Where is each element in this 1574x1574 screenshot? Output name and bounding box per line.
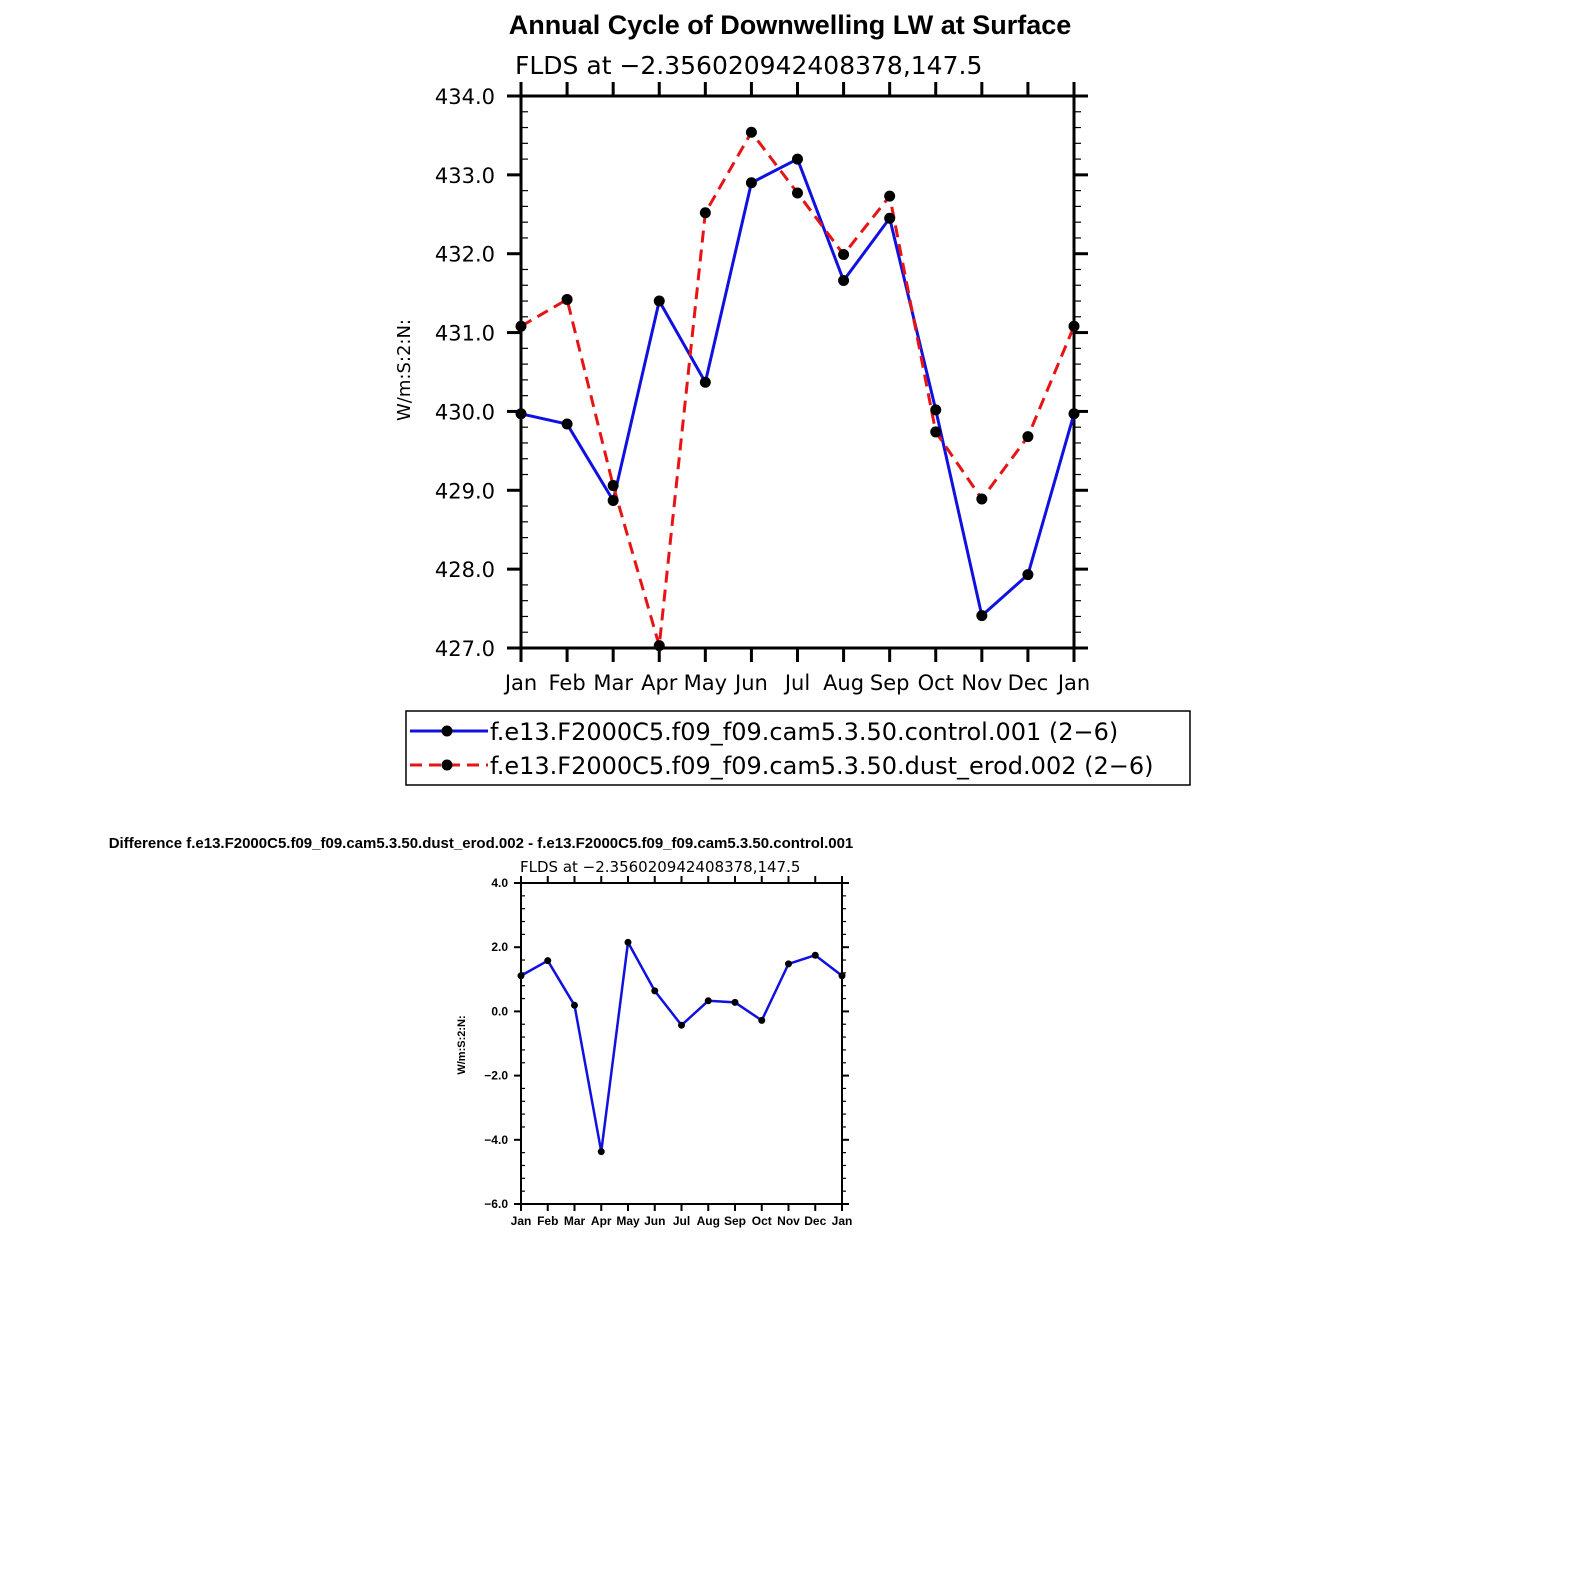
main-series-0-line (520, 157, 1076, 618)
main-ytick-label: 433.0 (435, 164, 495, 188)
main-series-1-line (520, 130, 1076, 648)
main-xtick-label: Apr (641, 671, 678, 695)
diff-xtick-label: Nov (777, 1214, 800, 1228)
main-ytick-label: 431.0 (435, 322, 495, 346)
diff-xtick-label: Oct (752, 1214, 772, 1228)
legend-label-control: f.e13.F2000C5.f09_f09.cam5.3.50.control.… (490, 718, 1118, 746)
diff-ytick-label: −4.0 (484, 1133, 508, 1147)
main-xtick-label: Feb (548, 671, 585, 695)
main-series-1-point (1068, 320, 1080, 332)
diff-series-0-point (758, 1016, 766, 1024)
diff-chart-subtitle: FLDS at −2.356020942408378,147.5 (520, 858, 800, 876)
diff-xtick-label: Apr (591, 1214, 612, 1228)
main-xtick-label: Jan (1056, 671, 1090, 695)
main-chart-plot: Jan Feb Mar Apr May Jun Jul Aug Sep Oct Nov Dec Jan 4… (435, 82, 1090, 695)
legend-marker-dust (441, 759, 453, 771)
main-chart-title: Annual Cycle of Downwelling LW at Surfac… (509, 10, 1072, 40)
main-ytick-label: 427.0 (435, 637, 495, 661)
main-xtick-label: Mar (593, 671, 633, 695)
diff-xtick-label: Jan (832, 1214, 853, 1228)
legend: f.e13.F2000C5.f09_f09.cam5.3.50.control.… (405, 710, 1191, 786)
legend-box (405, 710, 1191, 786)
main-series-0-point (884, 212, 896, 224)
main-xtick-label: Nov (961, 671, 1002, 695)
diff-ytick-label: −2.0 (484, 1069, 508, 1083)
main-series-1-point (792, 187, 803, 199)
diff-series-0-point (544, 957, 552, 965)
diff-chart-plot: Jan Feb Mar Apr May Jun Jul Aug Sep Oct Nov Dec Jan−… (484, 876, 852, 1228)
diff-series-0-point (704, 997, 712, 1005)
diff-xtick-label: Dec (804, 1214, 826, 1228)
main-series-0-point (515, 408, 527, 420)
main-xtick-label: Jan (503, 671, 537, 695)
diff-ytick-label: 0.0 (491, 1004, 508, 1018)
main-series-0-point (976, 610, 988, 622)
main-series-1-point (653, 640, 665, 652)
diff-frame (520, 882, 843, 1205)
main-series-0-point (930, 404, 942, 416)
main-series-1-point (930, 426, 942, 438)
main-xtick-label: Dec (1008, 671, 1049, 695)
legend-label-dust: f.e13.F2000C5.f09_f09.cam5.3.50.dust_ero… (490, 752, 1153, 780)
main-series-0-point (699, 376, 711, 388)
diff-series-0-point (597, 1148, 605, 1156)
main-series-1-point (1022, 431, 1034, 443)
main-series-1-point (976, 493, 988, 505)
main-ytick-label: 428.0 (435, 558, 495, 582)
diff-xtick-label: Mar (564, 1214, 586, 1228)
main-series-0-point (653, 295, 665, 307)
main-series-0-point (561, 418, 573, 430)
diff-series-0-point (785, 960, 792, 968)
main-ytick-label: 429.0 (435, 479, 495, 503)
diff-xtick-label: Jul (673, 1214, 690, 1228)
main-xtick-label: Sep (870, 671, 910, 695)
main-series-1-point (561, 293, 573, 305)
main-frame (519, 94, 1076, 650)
main-ytick-label: 430.0 (435, 400, 495, 424)
diff-chart-title: Difference f.e13.F2000C5.f09_f09.cam5.3.… (109, 835, 854, 852)
diff-series-0-point (651, 987, 659, 995)
main-series-1-point (838, 249, 850, 261)
main-chart-ylabel: W/m:S:2:N: (394, 319, 415, 421)
main-ytick-label: 434.0 (435, 85, 495, 109)
main-series-1-point (515, 320, 527, 332)
main-series-0-point (745, 177, 757, 189)
diff-series-0-point (624, 938, 632, 946)
diff-series-0-point (731, 998, 739, 1006)
diff-series-0-point (517, 972, 525, 980)
legend-marker-control (441, 725, 453, 737)
diff-xtick-label: Sep (724, 1214, 746, 1228)
diff-xtick-label: May (616, 1214, 640, 1228)
diff-series-0-point (811, 951, 819, 959)
main-series-0-point (838, 275, 850, 287)
main-ytick-label: 432.0 (435, 243, 495, 267)
diff-series-0-point (571, 1001, 578, 1009)
diff-series-0-point (838, 972, 846, 980)
diff-xtick-label: Feb (537, 1214, 558, 1228)
main-series-0-point (792, 153, 803, 165)
diff-ytick-label: 2.0 (491, 940, 508, 954)
main-xtick-label: Aug (823, 671, 864, 695)
main-chart-subtitle: FLDS at −2.356020942408378,147.5 (515, 51, 982, 80)
diff-ytick-label: 4.0 (491, 876, 508, 890)
main-series-0-point (1068, 408, 1080, 420)
main-xtick-label: Jun (733, 671, 768, 695)
main-xtick-label: Oct (918, 671, 954, 695)
main-series-0-point (1022, 569, 1034, 581)
diff-xtick-label: Jun (644, 1214, 665, 1228)
main-xtick-label: May (684, 671, 727, 695)
diff-series-0-line (520, 941, 843, 1153)
main-series-1-point (699, 207, 711, 219)
main-xtick-label: Jul (783, 671, 810, 695)
main-series-1-point (607, 480, 619, 492)
main-series-1-point (884, 190, 896, 202)
diff-chart-ylabel: W/m:S:2:N: (456, 1015, 468, 1074)
diff-xtick-label: Jan (511, 1214, 532, 1228)
main-series-1-point (745, 126, 757, 138)
diff-xtick-label: Aug (697, 1214, 720, 1228)
diff-ytick-label: −6.0 (484, 1197, 508, 1211)
main-series-0-point (607, 495, 619, 507)
diff-series-0-point (678, 1021, 685, 1029)
